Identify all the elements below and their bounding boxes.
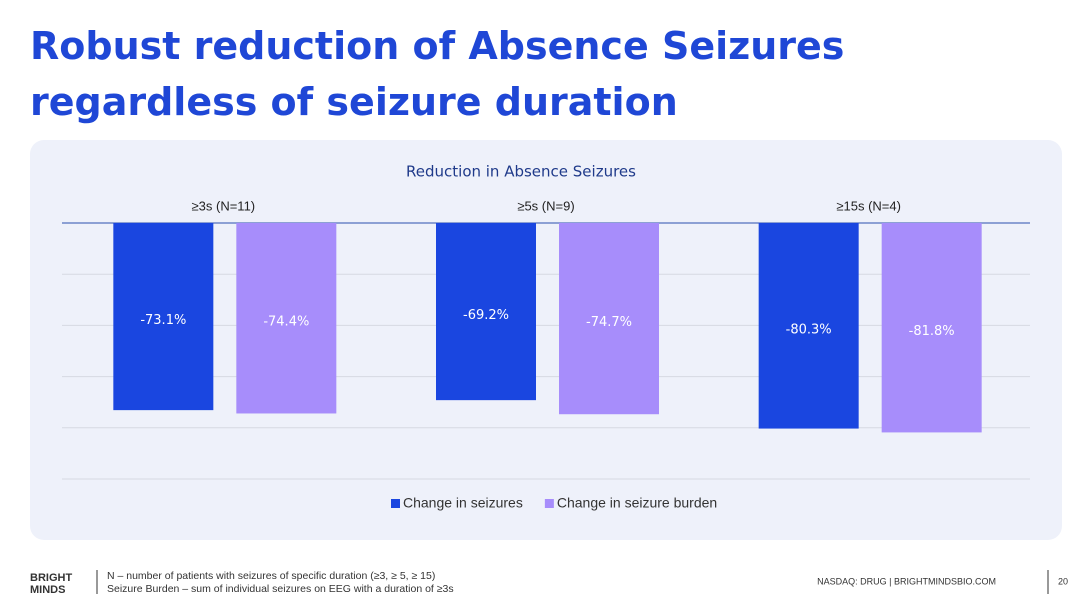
- value-label: -74.4%: [263, 315, 309, 330]
- chart-title: Reduction in Absence Seizures: [406, 163, 636, 181]
- category-label: ≥3s (N=11): [192, 198, 256, 213]
- bar: [236, 223, 337, 414]
- footnote: N – number of patients with seizures of …: [107, 570, 435, 582]
- logo: MINDS: [30, 584, 65, 596]
- value-label: -73.1%: [140, 313, 186, 328]
- page-number: 20: [1058, 576, 1068, 586]
- value-label: -69.2%: [463, 308, 509, 323]
- bar: [559, 223, 659, 415]
- logo: BRIGHT: [30, 572, 72, 584]
- legend-swatch: [391, 499, 400, 508]
- bar: [436, 223, 536, 401]
- bar: [113, 223, 214, 411]
- value-label: -80.3%: [786, 322, 832, 337]
- legend-swatch: [544, 499, 554, 508]
- site: NASDAQ: DRUG | BRIGHTMINDSBIO.COM: [817, 576, 996, 586]
- value-label: -81.8%: [909, 324, 955, 339]
- footnote: Seizure Burden – sum of individual seizu…: [107, 583, 454, 595]
- bar: [881, 223, 982, 433]
- legend-label: Change in seizures: [403, 495, 523, 511]
- category-label: ≥5s (N=9): [517, 198, 574, 213]
- legend-label: Change in seizure burden: [557, 495, 717, 511]
- value-label: -74.7%: [586, 315, 632, 330]
- slide-title: Robust reduction of Absence Seizures reg…: [30, 24, 845, 124]
- bar: [758, 223, 859, 429]
- category-label: ≥15s (N=4): [836, 198, 901, 213]
